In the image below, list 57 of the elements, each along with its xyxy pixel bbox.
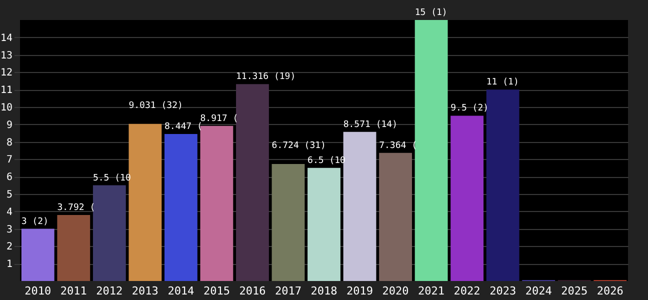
data-label: 6.724 (31) <box>272 141 326 151</box>
x-tick-label: 2023 <box>490 284 516 298</box>
x-tick-label: 2026 <box>596 284 624 298</box>
bar <box>236 84 269 281</box>
x-tick-label: 2017 <box>274 284 302 298</box>
y-tick-label: 10 <box>0 102 12 114</box>
data-label: 15 (1) <box>414 8 448 18</box>
bar <box>57 215 90 281</box>
y-tick-label: 14 <box>0 32 12 44</box>
y-tick-label: 7 <box>6 154 12 166</box>
bar <box>200 126 234 281</box>
x-tick-label: 2011 <box>60 284 87 298</box>
y-tick-label: 3 <box>6 224 12 236</box>
x-tick-label: 2012 <box>96 284 123 298</box>
bar <box>450 116 484 281</box>
y-tick-label: 5 <box>6 190 12 200</box>
bar <box>128 124 162 281</box>
bar <box>92 185 126 281</box>
data-label: 8.571 (14) <box>343 120 398 130</box>
y-tick-label: 12 <box>0 68 12 79</box>
bar <box>486 90 520 281</box>
y-tick-label: 8 <box>6 137 12 148</box>
bar <box>272 164 305 281</box>
data-label: 8.447 ( <box>164 122 202 132</box>
bar <box>379 152 412 281</box>
x-tick-label: 2018 <box>310 284 338 298</box>
y-tick-label: 6 <box>6 172 12 184</box>
data-label: 9.031 (32) <box>128 100 183 111</box>
x-tick-label: 2013 <box>132 284 158 298</box>
x-tick-label: 2015 <box>203 284 230 298</box>
x-tick-label: 2014 <box>168 284 195 298</box>
data-label: 3.792 ( <box>57 203 96 214</box>
data-label: 8.917 ( <box>200 114 238 124</box>
x-tick-label: 2024 <box>525 284 552 298</box>
x-tick-label: 2010 <box>24 284 52 298</box>
data-label: 11.316 (19) <box>236 72 296 82</box>
x-tick-label: 2016 <box>239 284 266 298</box>
x-tick-label: 2022 <box>454 284 480 298</box>
data-label: 3 (2) <box>21 216 49 227</box>
bar <box>343 132 376 281</box>
data-label: 11 (1) <box>486 78 519 88</box>
y-tick-label: 4 <box>6 206 12 218</box>
bar <box>21 228 54 281</box>
y-tick-label: 11 <box>0 85 12 96</box>
x-tick-label: 2020 <box>382 284 409 298</box>
y-tick-label: 13 <box>0 50 12 62</box>
x-tick-label: 2025 <box>561 284 588 298</box>
bar <box>414 20 448 281</box>
bar <box>308 168 340 281</box>
y-tick-label: 2 <box>6 242 12 253</box>
x-tick-label: 2021 <box>418 284 445 298</box>
x-tick-label: 2019 <box>346 284 374 298</box>
y-tick-label: 1 <box>6 259 12 270</box>
data-label: 7.364 ( <box>379 140 418 151</box>
y-tick-label: 9 <box>6 120 12 131</box>
data-label: 9.5 (2) <box>450 104 489 114</box>
bar <box>164 134 198 281</box>
